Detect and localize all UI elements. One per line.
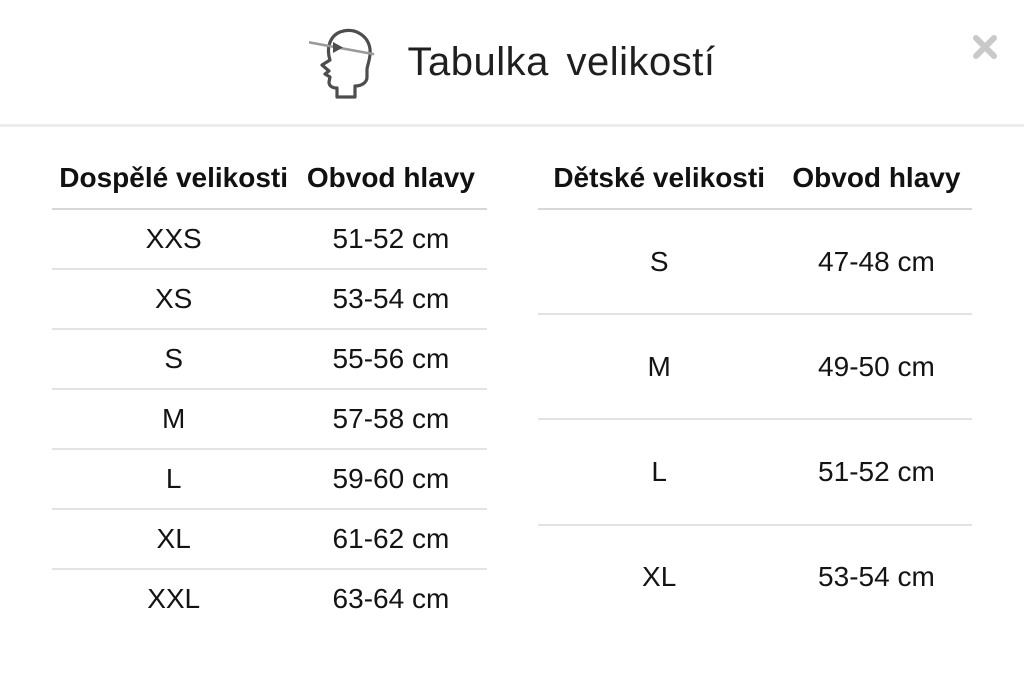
circumference-cell: 47-48 cm <box>780 209 972 316</box>
circumference-cell: 51-52 cm <box>295 209 487 270</box>
adult-table-header-row: Dospělé velikosti Obvod hlavy <box>52 135 487 210</box>
size-cell: S <box>52 329 296 390</box>
close-button[interactable] <box>968 30 1002 64</box>
size-cell: L <box>537 419 781 526</box>
circumference-cell: 61-62 cm <box>295 509 487 570</box>
table-row: L 51-52 cm <box>537 419 972 526</box>
column-header: Dospělé velikosti <box>52 135 296 210</box>
adult-sizes-table: Dospělé velikosti Obvod hlavy XXS 51-52 cm… <box>52 135 487 628</box>
table-row: L 59-60 cm <box>52 449 487 510</box>
circumference-cell: 59-60 cm <box>295 449 487 510</box>
children-sizes-table: Dětské velikosti Obvod hlavy S 47-48 cm M 49… <box>537 135 973 628</box>
column-header: Obvod hlavy <box>295 135 487 210</box>
circumference-cell: 49-50 cm <box>780 314 972 421</box>
circumference-cell: 51-52 cm <box>780 419 972 526</box>
table-row: S 55-56 cm <box>52 329 487 390</box>
head-circumference-icon <box>305 25 381 101</box>
modal-title: Tabulka velikostí <box>407 39 716 84</box>
column-header: Obvod hlavy <box>780 135 972 210</box>
size-cell: XL <box>52 509 296 570</box>
modal-header: Tabulka velikostí <box>0 0 1024 127</box>
circumference-cell: 53-54 cm <box>295 269 487 330</box>
children-table-header-row: Dětské velikosti Obvod hlavy <box>537 135 972 210</box>
table-row: XXL 63-64 cm <box>52 569 487 628</box>
circumference-cell: 63-64 cm <box>332 583 450 614</box>
size-cell: L <box>52 449 296 510</box>
table-row: M 57-58 cm <box>52 389 487 450</box>
size-cell: XXL <box>147 583 201 614</box>
size-cell: XXS <box>52 209 296 270</box>
table-row: XL 53-54 cm <box>538 525 973 628</box>
size-cell: XS <box>52 269 296 330</box>
size-cell: M <box>52 389 296 450</box>
table-row: M 49-50 cm <box>537 314 972 421</box>
circumference-cell: 57-58 cm <box>295 389 487 450</box>
table-row: S 47-48 cm <box>537 209 972 316</box>
table-row: XXS 51-52 cm <box>52 209 487 270</box>
size-cell: M <box>537 314 781 421</box>
column-header: Dětské velikosti <box>537 135 781 210</box>
table-row: XL 61-62 cm <box>52 509 487 570</box>
circumference-cell: 55-56 cm <box>295 329 487 390</box>
size-tables-area: Dospělé velikosti Obvod hlavy XXS 51-52 cm… <box>0 135 1024 628</box>
circumference-cell: 53-54 cm <box>818 560 935 592</box>
table-row: XS 53-54 cm <box>52 269 487 330</box>
size-cell: S <box>537 209 781 316</box>
close-icon <box>972 34 998 60</box>
size-cell: XL <box>642 560 677 592</box>
